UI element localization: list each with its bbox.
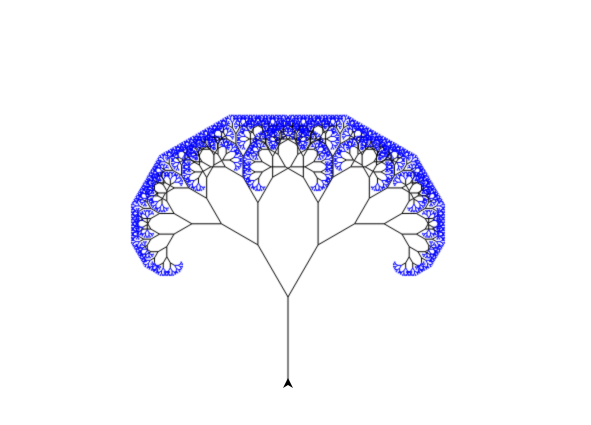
turtle-arrow-icon	[283, 378, 293, 388]
